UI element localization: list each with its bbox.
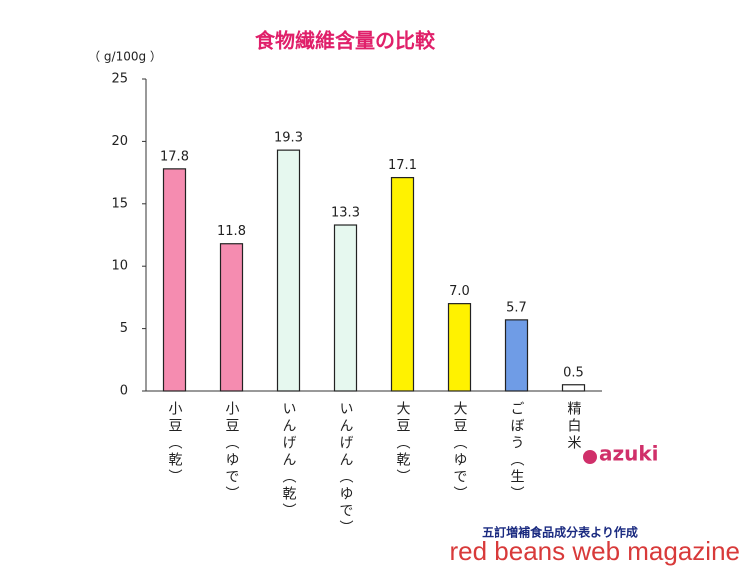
y-tick-label: 25 <box>111 72 128 87</box>
x-tick-label: 大豆（ゆで） <box>452 401 468 503</box>
value-label: 13.3 <box>331 206 360 221</box>
value-label: 19.3 <box>274 131 303 146</box>
bar <box>276 149 301 392</box>
y-axis-label: （ g/100g ） <box>88 50 162 64</box>
logo: azuki <box>599 442 659 466</box>
bar <box>333 224 358 392</box>
value-label: 17.8 <box>160 149 189 164</box>
y-tick-label: 15 <box>111 196 128 211</box>
value-label: 5.7 <box>506 300 527 315</box>
value-label: 7.0 <box>449 284 470 299</box>
bar <box>219 243 244 392</box>
y-tick-label: 5 <box>120 321 128 336</box>
x-tick-label: ごぼう（生） <box>509 401 525 503</box>
x-tick-label: 小豆（ゆで） <box>224 401 240 503</box>
bar <box>390 176 415 392</box>
y-tick-label: 20 <box>111 134 128 149</box>
source-note: 五訂増補食品成分表より作成 <box>482 525 638 540</box>
bar <box>504 319 529 392</box>
bar <box>447 303 472 392</box>
y-tick-label: 0 <box>120 384 128 399</box>
bar <box>561 384 586 392</box>
x-tick-label: 小豆（乾） <box>167 401 183 486</box>
x-tick-label: 大豆（乾） <box>395 401 411 486</box>
x-tick-label: いんげん（ゆで） <box>338 401 354 537</box>
logo-icon <box>583 450 597 464</box>
x-tick-label: 精白米 <box>566 401 582 452</box>
value-label: 17.1 <box>388 158 417 173</box>
bar <box>162 168 187 392</box>
chart-title: 食物繊維含量の比較 <box>255 29 436 53</box>
value-label: 0.5 <box>563 365 584 380</box>
watermark: red beans web magazine <box>449 536 740 566</box>
value-label: 11.8 <box>217 224 246 239</box>
x-tick-label: いんげん（乾） <box>281 401 297 520</box>
y-tick-label: 10 <box>111 259 128 274</box>
